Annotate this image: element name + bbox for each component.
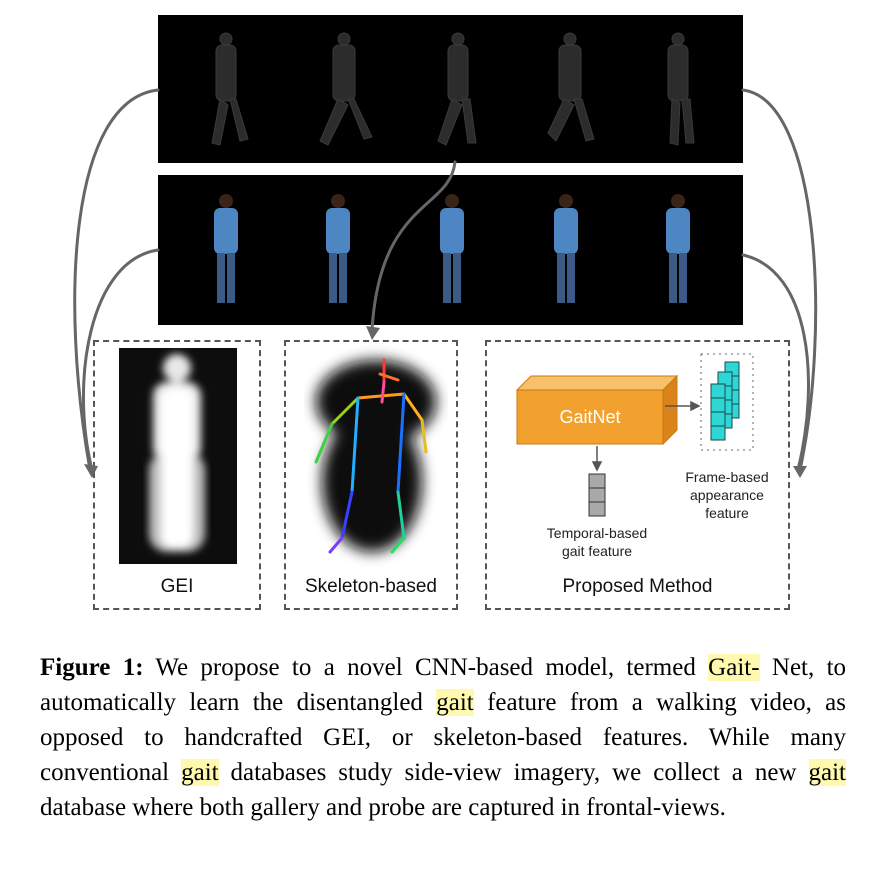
caption-text-3: feature from a walking video, as opposed… bbox=[40, 689, 846, 786]
frame-feature-label-line2: appearance bbox=[690, 487, 764, 503]
top-left-curve bbox=[73, 88, 160, 472]
figure-label: Figure 1: bbox=[40, 654, 144, 681]
side-view-walker-1 bbox=[211, 32, 249, 146]
caption-text-4: databases study side-view imagery, we co… bbox=[218, 759, 809, 786]
gaitnet-diagram bbox=[515, 353, 754, 517]
temporal-feature-label-line2: gait feature bbox=[561, 543, 633, 559]
side-view-walker-5 bbox=[667, 32, 695, 146]
side-view-walker-3 bbox=[437, 32, 477, 146]
frontal-view-walker-1 bbox=[214, 194, 238, 303]
skeleton-panel: Skeleton-based bbox=[284, 340, 458, 610]
frontal-view-walker-2 bbox=[326, 194, 350, 303]
frontal-view-walker-4 bbox=[554, 194, 578, 303]
highlight-gait-1: gait bbox=[436, 689, 474, 716]
frame-feature-label-line1: Frame-based bbox=[685, 469, 769, 485]
skeleton-label: Skeleton-based bbox=[304, 576, 438, 597]
connector-arrows bbox=[73, 88, 818, 478]
caption-text-5: database where both gallery and probe ar… bbox=[40, 794, 726, 821]
caption-text-1: We propose to a novel CNN-based model, t… bbox=[143, 654, 709, 681]
caption-text-2: Net, to automatically learn the disentan… bbox=[40, 654, 847, 716]
frontal-view-walking-strip bbox=[158, 175, 743, 325]
proposed-method-label: Proposed Method bbox=[562, 576, 713, 597]
skeleton-limbs bbox=[314, 358, 428, 554]
temporal-feature-label-line1: Temporal-based bbox=[546, 525, 648, 541]
bottom-right-curve bbox=[741, 253, 810, 472]
side-view-walking-strip bbox=[158, 15, 743, 163]
top-right-curve bbox=[741, 88, 818, 472]
frontal-view-walker-5 bbox=[666, 194, 690, 303]
gei-label: GEI bbox=[160, 576, 194, 597]
frame-feature-stack bbox=[700, 353, 754, 451]
highlight-gaitnet: Gait- bbox=[708, 654, 760, 681]
frame-feature-label-line3: feature bbox=[705, 505, 749, 521]
side-view-walker-2 bbox=[319, 32, 373, 146]
highlight-gait-2: gait bbox=[181, 759, 219, 786]
center-curve bbox=[370, 160, 457, 332]
proposed-method-panel: GaitNet Temporal-based gait feature Fram… bbox=[485, 340, 790, 610]
gaitnet-arrows bbox=[591, 400, 701, 472]
side-view-walker-4 bbox=[547, 32, 595, 142]
gaitnet-block bbox=[515, 374, 679, 446]
temporal-feature-column bbox=[588, 473, 606, 517]
gei-panel: GEI bbox=[93, 340, 261, 610]
highlight-gait-3: gait bbox=[808, 759, 846, 786]
bottom-left-curve bbox=[82, 248, 160, 472]
skeleton-image bbox=[314, 358, 436, 554]
figure-caption: Figure 1: We propose to a novel CNN-base… bbox=[40, 650, 846, 825]
gaitnet-label: GaitNet bbox=[559, 407, 621, 427]
frontal-view-walker-3 bbox=[440, 194, 464, 303]
gei-image bbox=[119, 348, 237, 564]
side-view-frames bbox=[211, 32, 695, 146]
frontal-view-frames bbox=[214, 194, 690, 303]
